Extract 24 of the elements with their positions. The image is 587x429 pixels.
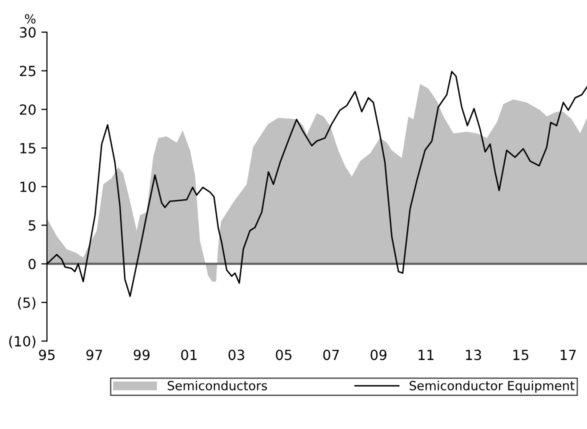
x-tick-label: 01	[181, 350, 197, 360]
y-tick-label: (5)	[18, 297, 36, 310]
y-tick-label: 0	[28, 258, 36, 270]
x-tick-label: 97	[86, 350, 102, 360]
x-tick-label: 15	[513, 350, 528, 360]
x-tick-label: 03	[228, 350, 244, 360]
y-tick-label: 30	[20, 27, 36, 38]
legend-label: Semiconductor Equipment	[410, 380, 574, 393]
y-tick-label: 20	[20, 104, 36, 115]
x-tick-label: 13	[466, 350, 482, 360]
x-tick-label: 07	[323, 350, 339, 360]
x-tick-label: 99	[134, 350, 150, 360]
x-tick-label: 11	[418, 350, 434, 360]
legend-label: Semiconductors	[168, 380, 267, 390]
x-tick-label: 05	[276, 350, 292, 360]
y-tick-label: 10	[20, 182, 36, 192]
y-tick-label: 15	[20, 143, 36, 154]
y-axis-title: %	[24, 14, 36, 24]
x-tick-label: 95	[39, 350, 55, 360]
y-tick-label: 5	[28, 220, 36, 231]
x-tick-label: 17	[560, 350, 576, 360]
y-tick-label: (10)	[9, 336, 36, 348]
x-tick-label: 09	[370, 350, 386, 360]
y-tick-label: 25	[20, 66, 36, 76]
